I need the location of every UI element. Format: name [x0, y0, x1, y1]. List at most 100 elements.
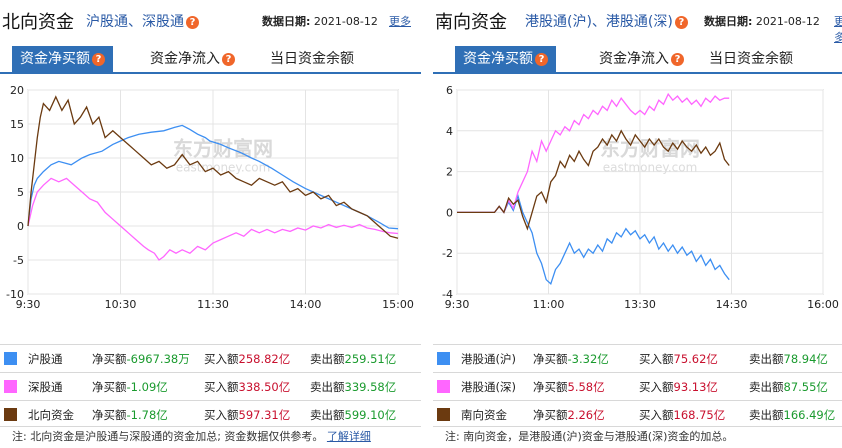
x-tick-label: 13:30 [624, 298, 656, 311]
legend-row: 沪股通 净买额-6967.38万 买入额258.82亿 卖出额259.51亿 [0, 348, 421, 370]
tab-net-inflow-label[interactable]: 资金净流入 [150, 51, 220, 67]
legend-sell: 卖出额87.55亿 [749, 379, 828, 395]
north-note: 注: 北向资金是沪股通与深股通的资金加总; 资金数据仅供参考。 了解详细 [12, 428, 371, 444]
legend-buy-value: 338.50亿 [238, 380, 291, 394]
legend-name: 南向资金 [461, 408, 507, 422]
legend-buy: 买入额597.31亿 [204, 407, 290, 423]
legend-sell-value: 87.55亿 [783, 380, 828, 394]
north-chart: 20 15 10 5 0 -5 -10 9:30 10:30 11:30 14:00 15:00 东方财… [0, 78, 421, 318]
north-subtitle-link[interactable]: 沪股通、深股通? [86, 11, 199, 31]
legend-sell: 卖出额78.94亿 [749, 351, 828, 367]
legend-buy-value: 75.62亿 [673, 352, 718, 366]
legend-name: 深股通 [28, 380, 63, 394]
south-subtitle[interactable]: 港股通(沪)、港股通(深) [525, 14, 673, 30]
tab-balance[interactable]: 当日资金余额 [709, 51, 793, 67]
legend-sell-value: 599.10亿 [344, 408, 397, 422]
legend-divider [0, 400, 421, 401]
tab-net-buy-label[interactable]: 资金净买额 [20, 51, 90, 67]
north-tabs: 资金净买额? 资金净流入? 当日资金余额 [0, 46, 421, 74]
north-panel: 北向资金 沪股通、深股通? 数据日期: 2021-08-12 更多 资金净买额?… [0, 11, 421, 444]
question-circle-icon[interactable]: ? [222, 52, 235, 66]
legend-buy-value: 93.13亿 [673, 380, 718, 394]
question-circle-icon[interactable]: ? [674, 15, 688, 29]
north-date: 数据日期: 2021-08-12 [262, 13, 378, 29]
legend-buy-label: 买入额 [204, 408, 239, 422]
legend-net-label: 净买额 [92, 408, 127, 422]
legend-net: 净买额-6967.38万 [92, 351, 190, 367]
north-date-value: 2021-08-12 [313, 15, 378, 28]
north-subtitle[interactable]: 沪股通、深股通 [86, 14, 184, 30]
legend-sell-value: 166.49亿 [783, 408, 836, 422]
x-tick-label: 11:30 [197, 298, 229, 311]
south-subtitle-link[interactable]: 港股通(沪)、港股通(深)? [525, 11, 688, 31]
legend-swatch [4, 408, 17, 421]
tab-net-inflow-label[interactable]: 资金净流入 [599, 51, 669, 67]
legend-buy: 买入额93.13亿 [639, 379, 718, 395]
south-title: 南向资金 [435, 12, 507, 33]
legend-swatch [437, 352, 450, 365]
tab-balance[interactable]: 当日资金余额 [270, 51, 354, 67]
legend-swatch [4, 352, 17, 365]
legend-row: 深股通 净买额-1.09亿 买入额338.50亿 卖出额339.58亿 [0, 376, 421, 398]
question-circle-icon[interactable]: ? [671, 52, 684, 66]
tab-net-inflow[interactable]: 资金净流入? [599, 46, 684, 72]
north-note-text: 注: 北向资金是沪股通与深股通的资金加总; 资金数据仅供参考。 [12, 430, 324, 443]
legend-sell-value: 259.51亿 [344, 352, 397, 366]
legend-row: 南向资金 净买额2.26亿 买入额168.75亿 卖出额166.49亿 [433, 404, 842, 426]
legend-row: 港股通(沪) 净买额-3.32亿 买入额75.62亿 卖出额78.94亿 [433, 348, 842, 370]
legend-swatch [437, 408, 450, 421]
learn-more-link[interactable]: 了解详细 [326, 430, 371, 443]
south-header: 南向资金 港股通(沪)、港股通(深)? 数据日期: 2021-08-12 更多 [433, 6, 842, 44]
south-date: 数据日期: 2021-08-12 [704, 13, 820, 29]
y-tick-label: -5 [13, 254, 24, 267]
tab-net-buy[interactable]: 资金净买额? [455, 46, 556, 72]
y-tick-label: 0 [17, 220, 24, 233]
south-panel: 南向资金 港股通(沪)、港股通(深)? 数据日期: 2021-08-12 更多 … [433, 0, 842, 448]
legend-net-value: -6967.38万 [126, 352, 190, 366]
legend-sell: 卖出额599.10亿 [310, 407, 396, 423]
y-tick-label: 2 [446, 166, 453, 179]
north-more-link[interactable]: 更多 [389, 15, 411, 28]
legend-sell-label: 卖出额 [749, 380, 784, 394]
tab-net-inflow[interactable]: 资金净流入? [150, 46, 235, 72]
south-more-link[interactable]: 更多 [834, 15, 842, 44]
x-tick-label: 14:30 [716, 298, 748, 311]
legend-name: 港股通(沪) [461, 352, 516, 366]
legend-buy-label: 买入额 [204, 380, 239, 394]
legend-sell-label: 卖出额 [310, 380, 345, 394]
south-tabs: 资金净买额? 资金净流入? 当日资金余额 [433, 46, 842, 74]
watermark-subtext: eastmoney.com [603, 160, 698, 174]
watermark-subtext: eastmoney.com [176, 160, 271, 174]
legend-divider [433, 400, 842, 401]
legend-sell: 卖出额259.51亿 [310, 351, 396, 367]
legend-net-value: -1.09亿 [126, 380, 168, 394]
tab-net-buy-label[interactable]: 资金净买额 [463, 51, 533, 67]
x-tick-label: 9:30 [16, 298, 41, 311]
legend-divider [433, 372, 842, 373]
x-tick-label: 14:00 [290, 298, 322, 311]
question-circle-icon[interactable]: ? [186, 15, 199, 29]
south-date-value: 2021-08-12 [755, 15, 820, 28]
tabs-underline [433, 72, 842, 74]
y-tick-label: 10 [10, 152, 24, 165]
y-tick-label: 0 [446, 206, 453, 219]
south-chart: 6 4 2 0 -2 -4 9:30 11:00 13:30 14:30 16:00 东方财富网 eas… [433, 78, 842, 318]
legend-net-label: 净买额 [533, 408, 568, 422]
legend-divider [0, 344, 421, 345]
y-tick-label: 5 [17, 186, 24, 199]
legend-net-value: -1.78亿 [126, 408, 168, 422]
x-tick-label: 9:30 [445, 298, 470, 311]
legend-sell-label: 卖出额 [749, 408, 784, 422]
y-tick-label: 6 [446, 84, 453, 97]
x-tick-label: 11:00 [533, 298, 565, 311]
y-tick-label: 15 [10, 118, 24, 131]
north-title: 北向资金 [2, 12, 74, 33]
question-circle-icon[interactable]: ? [92, 52, 105, 66]
y-tick-label: -10 [6, 288, 24, 301]
legend-row: 北向资金 净买额-1.78亿 买入额597.31亿 卖出额599.10亿 [0, 404, 421, 426]
series-line [457, 193, 730, 285]
tab-net-buy[interactable]: 资金净买额? [12, 46, 113, 72]
legend-net-value: -3.32亿 [567, 352, 609, 366]
question-circle-icon[interactable]: ? [535, 52, 548, 66]
